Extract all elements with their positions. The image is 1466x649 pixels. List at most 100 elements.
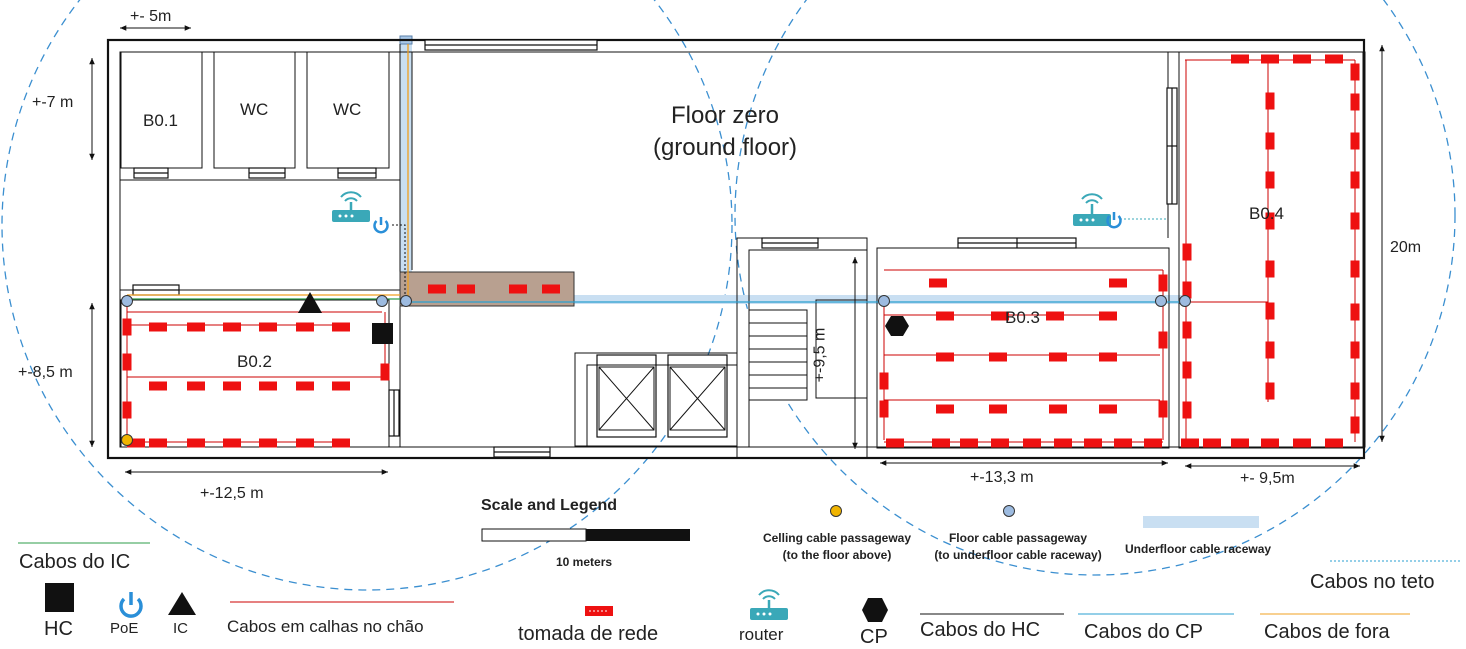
scale-legend-title: Scale and Legend <box>481 497 618 514</box>
network-outlet <box>1265 212 1275 230</box>
network-outlet <box>1265 260 1275 278</box>
network-outlet <box>259 381 277 391</box>
network-outlet <box>259 322 277 332</box>
network-outlets <box>122 54 1360 448</box>
router-icon <box>332 191 370 222</box>
network-outlet <box>428 284 446 294</box>
legend-hc-cable-label: Cabos do HC <box>920 619 1041 641</box>
network-outlet <box>223 381 241 391</box>
legend-cp-symbol <box>862 598 888 622</box>
network-outlet <box>332 381 350 391</box>
poe-icon <box>1106 212 1122 229</box>
floor-title-line2: (ground floor) <box>652 134 798 161</box>
network-outlet <box>1046 311 1064 321</box>
legend-router-icon <box>750 589 788 620</box>
router-icon <box>1073 193 1111 226</box>
network-outlet <box>122 318 132 336</box>
network-outlet <box>1350 132 1360 150</box>
network-outlet <box>1265 302 1275 320</box>
network-outlet <box>936 404 954 414</box>
wifi-range-left <box>1 0 733 591</box>
network-outlet <box>1325 438 1343 448</box>
network-outlet <box>1261 438 1279 448</box>
network-outlet <box>1350 382 1360 400</box>
network-outlet <box>936 352 954 362</box>
network-outlet <box>1293 54 1311 64</box>
network-outlet <box>932 438 950 448</box>
network-outlet <box>457 284 475 294</box>
network-outlet <box>1350 260 1360 278</box>
network-outlet <box>991 311 1009 321</box>
network-outlet <box>1231 54 1249 64</box>
legend-raceway-label: Underfloor cable raceway <box>1125 542 1272 556</box>
room-label-b03: B0.3 <box>1005 308 1040 327</box>
floor-title: Floor zero (ground floor) <box>600 100 850 164</box>
network-outlet <box>989 404 1007 414</box>
network-outlet <box>509 284 527 294</box>
legend-floor-passage-line2: (to underfloor cable raceway) <box>934 548 1102 562</box>
network-outlet <box>122 353 132 371</box>
network-outlet <box>223 322 241 332</box>
network-outlet <box>1181 438 1199 448</box>
network-outlet <box>1350 171 1360 189</box>
network-outlet <box>1109 278 1127 288</box>
network-outlet <box>1265 341 1275 359</box>
poe-icon <box>373 217 389 234</box>
legend-floor-passage-label: Floor cable passageway (to underfloor ca… <box>928 530 1108 564</box>
network-outlet <box>1325 54 1343 64</box>
underfloor-raceways <box>400 36 1190 304</box>
legend-ceiling-cable-label: Cabos no teto <box>1310 571 1435 593</box>
legend-hc-symbol <box>45 583 74 612</box>
network-outlet <box>259 438 277 448</box>
network-outlet <box>223 438 241 448</box>
wifi-coverage-ranges <box>1 0 1456 591</box>
network-outlet <box>1099 404 1117 414</box>
network-outlet <box>1265 92 1275 110</box>
legend-outside-cable-label: Cabos de fora <box>1264 621 1390 643</box>
legend-outlet-label: tomada de rede <box>518 623 659 645</box>
legend-floor-passage-symbol <box>1003 505 1015 517</box>
network-outlet <box>149 322 167 332</box>
room-label-b02: B0.2 <box>237 352 272 371</box>
network-outlet <box>187 381 205 391</box>
floor-title-line1: Floor zero <box>670 102 780 129</box>
network-outlet <box>879 372 889 390</box>
network-outlet <box>332 322 350 332</box>
legend-router-label: router <box>739 625 784 644</box>
cp-symbol <box>885 316 909 336</box>
network-outlet <box>187 438 205 448</box>
legend-poe-icon <box>119 592 143 618</box>
network-outlet <box>1350 212 1360 230</box>
legend-ic-symbol <box>168 592 196 615</box>
network-outlet <box>1231 438 1249 448</box>
legend-poe-label: PoE <box>110 620 139 637</box>
legend-ceiling-passage-line1: Celling cable passageway <box>762 531 912 545</box>
network-outlet <box>1182 281 1192 299</box>
network-outlet <box>989 352 1007 362</box>
room-label-b04: B0.4 <box>1249 204 1284 223</box>
network-outlet <box>879 400 889 418</box>
dimension-arrows <box>89 25 1385 475</box>
network-outlet <box>332 438 350 448</box>
network-outlet <box>1265 171 1275 189</box>
elevators <box>597 364 727 431</box>
network-outlet <box>1182 401 1192 419</box>
room-label-wc2: WC <box>333 100 362 119</box>
network-outlet <box>1350 303 1360 321</box>
legend-cp-cable-label: Cabos do CP <box>1084 621 1203 643</box>
dim-left-lower-height: +-8,5 m <box>18 364 73 381</box>
network-outlet <box>1350 416 1360 434</box>
network-outlet <box>1182 361 1192 379</box>
legend-ceiling-passage-label: Celling cable passageway (to the floor a… <box>752 530 922 564</box>
network-outlet <box>936 311 954 321</box>
network-outlet <box>1350 63 1360 81</box>
network-outlet <box>1049 404 1067 414</box>
network-outlet <box>1158 331 1168 349</box>
network-outlet <box>296 438 314 448</box>
network-outlet <box>1265 132 1275 150</box>
dim-bottom-mid-width: +-13,3 m <box>970 469 1034 486</box>
network-outlet <box>991 438 1009 448</box>
network-outlet <box>1049 352 1067 362</box>
scale-bar <box>481 528 690 542</box>
